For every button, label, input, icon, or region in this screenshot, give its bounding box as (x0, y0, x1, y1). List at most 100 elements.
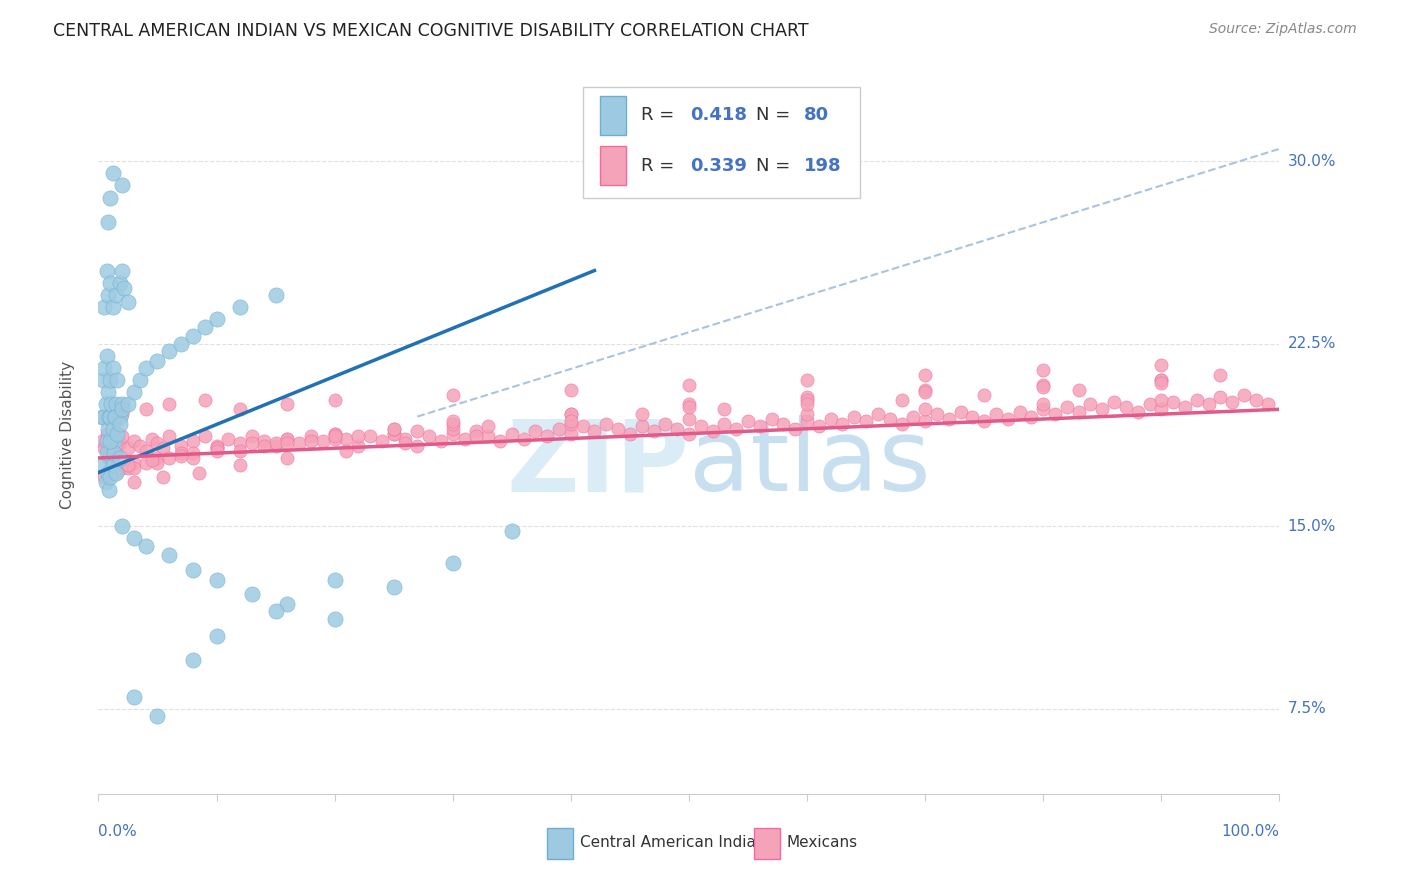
Point (441, 426, 464, 441)
Point (430, 434, 453, 448)
Point (1126, 405, 1149, 419)
Point (1198, 397, 1220, 411)
Point (583, 424, 606, 438)
Point (205, 312, 228, 326)
Point (146, 456, 169, 470)
Text: N =: N = (756, 157, 796, 175)
Point (122, 385, 145, 400)
Text: R =: R = (641, 157, 679, 175)
Point (170, 449, 193, 463)
Point (181, 653, 204, 667)
Point (560, 414, 582, 428)
Point (1080, 397, 1102, 411)
Point (477, 419, 499, 434)
Point (1067, 383, 1090, 397)
Text: atlas: atlas (689, 415, 931, 512)
Point (914, 402, 936, 417)
Point (560, 407, 582, 421)
Point (96, 263, 118, 277)
Point (103, 434, 125, 448)
Point (98, 466, 121, 480)
Point (112, 280, 135, 294)
Point (264, 604, 287, 618)
Point (146, 450, 169, 465)
Point (93, 360, 115, 375)
Text: 15.0%: 15.0% (1288, 518, 1336, 533)
Point (157, 429, 180, 443)
Point (276, 436, 298, 450)
Point (866, 407, 889, 421)
Point (253, 434, 276, 448)
Point (925, 407, 948, 421)
Point (1032, 363, 1054, 377)
Point (323, 432, 346, 446)
Point (205, 443, 228, 458)
Point (146, 353, 169, 368)
Point (108, 436, 131, 450)
Point (713, 402, 735, 417)
Point (984, 407, 1007, 421)
Point (1021, 409, 1043, 424)
Point (560, 407, 582, 421)
Point (973, 414, 995, 428)
Bar (600, 95, 626, 135)
Point (135, 456, 157, 470)
Point (654, 417, 676, 431)
Text: 30.0%: 30.0% (1288, 153, 1336, 169)
Point (796, 397, 818, 411)
Point (844, 409, 866, 424)
Point (98, 373, 121, 387)
Text: ZIP: ZIP (506, 415, 689, 512)
Point (187, 466, 209, 480)
Point (103, 446, 125, 460)
Point (276, 397, 298, 411)
Point (441, 414, 464, 428)
Point (335, 443, 357, 458)
Point (890, 417, 912, 431)
Point (157, 343, 180, 358)
Y-axis label: Cognitive Disability: Cognitive Disability (60, 360, 75, 509)
Point (1032, 380, 1054, 394)
Point (194, 392, 217, 407)
Point (772, 417, 794, 431)
Bar (547, 829, 574, 858)
Point (229, 300, 252, 314)
Point (347, 439, 370, 453)
Text: Mexicans: Mexicans (787, 835, 858, 850)
Point (111, 519, 134, 533)
Point (111, 402, 134, 417)
Point (97, 288, 120, 302)
Point (1185, 392, 1208, 407)
Point (108, 276, 131, 290)
Point (630, 407, 652, 421)
Point (135, 360, 157, 375)
Point (347, 429, 370, 443)
Point (299, 429, 322, 443)
Point (205, 629, 228, 643)
Point (1257, 397, 1279, 411)
Point (560, 383, 582, 397)
Point (666, 422, 689, 436)
Point (903, 409, 925, 424)
Point (276, 432, 298, 446)
Point (382, 422, 405, 436)
Point (152, 470, 174, 484)
Point (181, 434, 204, 448)
Point (108, 450, 131, 465)
Point (855, 414, 877, 428)
Point (122, 456, 145, 470)
Point (93, 300, 115, 314)
Point (105, 466, 128, 480)
Text: 0.418: 0.418 (690, 106, 747, 124)
Point (571, 419, 593, 434)
Point (678, 426, 700, 441)
Point (465, 429, 488, 443)
Text: 80: 80 (803, 106, 828, 124)
Point (501, 524, 523, 538)
Point (323, 392, 346, 407)
Point (276, 597, 298, 611)
Point (323, 573, 346, 587)
Point (170, 446, 193, 460)
Point (1115, 400, 1137, 414)
Point (98, 434, 121, 448)
